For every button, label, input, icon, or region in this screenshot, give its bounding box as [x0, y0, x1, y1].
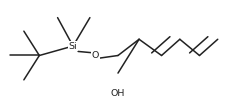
Text: OH: OH: [111, 89, 125, 98]
Text: O: O: [92, 51, 99, 60]
Text: Si: Si: [69, 42, 77, 51]
